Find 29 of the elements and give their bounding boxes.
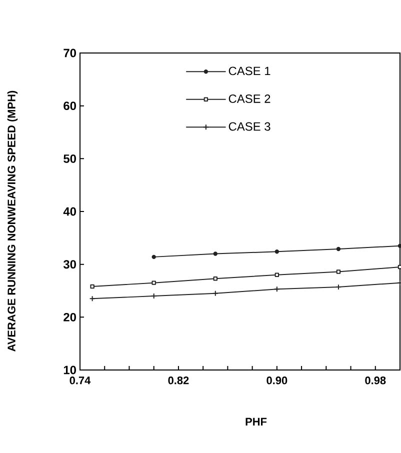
y-axis-title: AVERAGE RUNNING NONWEAVING SPEED (MPH) [7,90,18,352]
legend-label: CASE 2 [228,94,270,103]
point [336,246,341,252]
point [336,270,341,274]
point [152,280,156,285]
point [274,272,280,277]
y-tick-label: 10 [64,366,76,374]
x-axis-title: PHF [246,418,267,426]
point [212,290,218,296]
y-tick-label: 40 [63,207,76,216]
x-tick-label: 0.74 [70,376,91,384]
legend-label: CASE 1 [228,66,270,76]
y-tick-label: 50 [64,154,76,163]
y-tick-label: 30 [63,260,76,269]
point [274,250,280,254]
point [90,284,94,289]
x-tick-label: 0.90 [266,376,288,384]
point [274,286,280,292]
legend-label: CASE 3 [228,122,270,131]
x-tick-label: 0.98 [365,376,386,384]
y-tick-label: 60 [64,102,76,110]
point [398,244,401,248]
point [398,264,401,270]
point [213,252,218,256]
x-tick-label: 0.82 [168,376,189,384]
y-tick-label: 20 [64,312,76,322]
y-tick-label: 70 [64,48,76,58]
point [152,254,156,260]
point [213,276,218,281]
